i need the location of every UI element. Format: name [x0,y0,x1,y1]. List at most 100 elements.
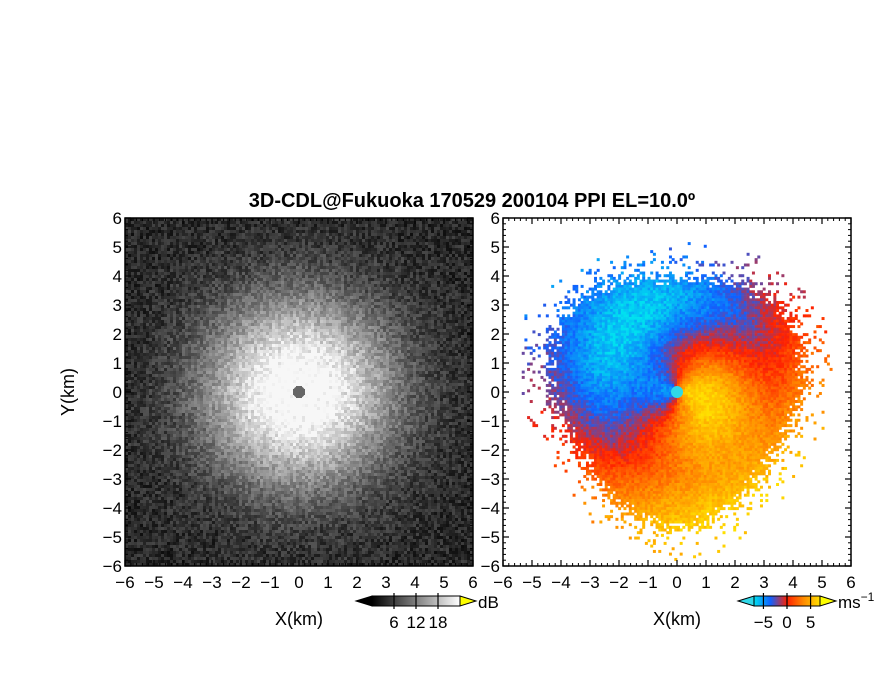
heatmap-cell [182,248,186,252]
heatmap-cell [281,239,285,243]
heatmap-cell [377,251,381,255]
heatmap-cell [158,317,162,321]
heatmap-cell [143,341,147,345]
heatmap-cell [152,224,156,228]
heatmap-cell [437,239,441,243]
heatmap-cell [212,332,216,336]
heatmap-cell [422,257,426,261]
heatmap-cell [335,266,339,270]
heatmap-cell [356,335,360,339]
heatmap-cell [368,245,372,249]
heatmap-cell [236,227,240,231]
heatmap-cell [206,290,210,294]
heatmap-cell [335,341,339,345]
heatmap-cell [314,227,318,231]
heatmap-cell [371,290,375,294]
heatmap-cell [155,332,159,336]
heatmap-cell [185,278,189,282]
heatmap-cell [179,269,183,273]
heatmap-cell [197,326,201,330]
heatmap-cell [449,293,453,297]
heatmap-cell [356,320,360,324]
heatmap-cell [455,257,459,261]
heatmap-cell [374,326,378,330]
heatmap-cell [365,248,369,252]
heatmap-cell [209,293,213,297]
heatmap-cell [395,272,399,276]
heatmap-cell [407,311,411,315]
heatmap-cell [245,302,249,306]
heatmap-cell [314,341,318,345]
heatmap-cell [356,275,360,279]
heatmap-cell [164,296,168,300]
heatmap-cell [401,323,405,327]
heatmap-cell [155,242,159,246]
heatmap-cell [413,233,417,237]
heatmap-cell [272,341,276,345]
heatmap-cell [356,230,360,234]
heatmap-cell [293,266,297,270]
heatmap-cell [446,281,450,285]
heatmap-cell [146,266,150,270]
heatmap-cell [413,257,417,261]
heatmap-cell [323,245,327,249]
heatmap-cell [218,236,222,240]
heatmap-cell [293,230,297,234]
heatmap-cell [206,266,210,270]
heatmap-cell [413,290,417,294]
heatmap-cell [164,236,168,240]
heatmap-cell [407,341,411,345]
heatmap-cell [332,284,336,288]
heatmap-cell [284,296,288,300]
heatmap-cell [125,299,129,303]
heatmap-cell [401,314,405,318]
heatmap-cell [317,326,321,330]
heatmap-cell [287,314,291,318]
heatmap-cell [215,221,219,225]
heatmap-cell [272,329,276,333]
heatmap-cell [344,251,348,255]
heatmap-cell [344,332,348,336]
heatmap-cell [191,299,195,303]
heatmap-cell [410,302,414,306]
heatmap-cell [227,335,231,339]
heatmap-cell [434,290,438,294]
heatmap-cell [356,338,360,342]
heatmap-cell [140,263,144,267]
heatmap-cell [419,287,423,291]
heatmap-cell [335,248,339,252]
heatmap-cell [428,221,432,225]
heatmap-cell [323,236,327,240]
heatmap-cell [470,305,473,309]
heatmap-cell [251,329,255,333]
heatmap-cell [407,308,411,312]
heatmap-cell [467,281,471,285]
heatmap-cell [227,293,231,297]
heatmap-cell [386,263,390,267]
heatmap-cell [140,221,144,225]
heatmap-cell [335,329,339,333]
heatmap-cell [413,287,417,291]
heatmap-cell [182,338,186,342]
heatmap-cell [356,311,360,315]
heatmap-cell [137,305,141,309]
heatmap-cell [443,227,447,231]
heatmap-cell [134,338,138,342]
heatmap-cell [176,233,180,237]
heatmap-cell [311,341,315,345]
heatmap-cell [329,344,333,348]
heatmap-cell [191,242,195,246]
heatmap-cell [398,302,402,306]
heatmap-cell [392,302,396,306]
heatmap-cell [377,332,381,336]
heatmap-cell [125,266,129,270]
heatmap-cell [233,320,237,324]
heatmap-cell [131,260,135,264]
heatmap-cell [278,263,282,267]
heatmap-cell [398,251,402,255]
heatmap-cell [254,305,258,309]
heatmap-cell [419,248,423,252]
heatmap-cell [269,305,273,309]
heatmap-cell [338,245,342,249]
heatmap-cell [140,227,144,231]
